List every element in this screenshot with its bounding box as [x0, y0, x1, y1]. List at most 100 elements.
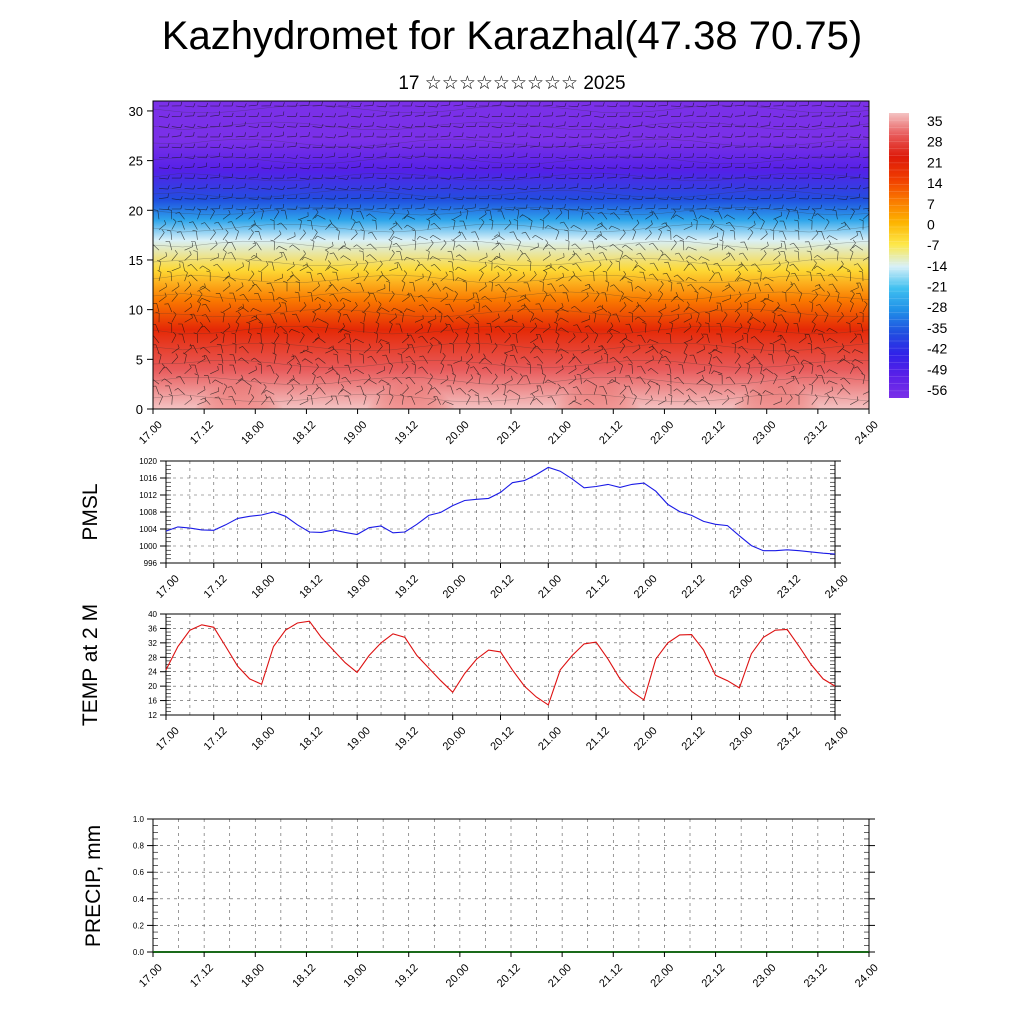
pmsl-ylabel: PMSL	[79, 483, 102, 540]
heat-ytick-label-1: 5	[136, 352, 143, 367]
contour-2	[153, 138, 869, 147]
precip-xtick-label-12: 23.00	[751, 962, 779, 990]
temp-ylabel: TEMP at 2 M	[79, 604, 102, 726]
heat-xtick-label-3: 18.12	[290, 419, 318, 447]
temp-xtick-label-2: 18.00	[249, 725, 277, 753]
temp-xtick-label-4: 19.00	[345, 725, 373, 753]
heat-xtick-label-1: 17.12	[188, 419, 216, 447]
colorbar-label-7: -14	[927, 258, 947, 274]
contour-7	[153, 224, 869, 233]
precip-ytick-label-4: 0.8	[133, 842, 145, 851]
heat-xtick-label-11: 22.12	[699, 419, 727, 447]
temp-ytick-label-3: 24	[148, 668, 157, 677]
precip-ytick-label-1: 0.2	[133, 921, 145, 930]
contour-12	[153, 308, 869, 318]
pmsl-xtick-label-12: 23.00	[727, 573, 755, 601]
contour-4	[153, 172, 869, 182]
precip-panel: 0.0 0.2 0.4 0.6 0.8 1.0 17.00 17.12 18.00 18.12 19…	[82, 815, 881, 990]
chart-title: Kazhydromet for Karazhal(47.38 70.75)	[161, 14, 863, 58]
temp-ytick-label-1: 16	[148, 697, 157, 706]
colorbar-label-9: -28	[927, 299, 947, 315]
pmsl-xtick-label-2: 18.00	[249, 573, 277, 601]
temp-xtick-label-0: 17.00	[154, 725, 182, 753]
colorbar-label-3: 14	[927, 175, 943, 191]
temp-xtick-label-12: 23.00	[727, 725, 755, 753]
contour-6	[153, 207, 869, 216]
heat-xtick-label-9: 21.12	[597, 419, 625, 447]
temp-xtick-label-5: 19.12	[393, 725, 421, 753]
contour-3	[153, 155, 869, 165]
colorbar-label-12: -49	[927, 361, 947, 377]
heat-xtick-label-10: 22.00	[648, 419, 676, 447]
contour-13	[153, 325, 869, 335]
temp-ytick-label-6: 36	[148, 624, 157, 633]
colorbar-label-11: -42	[927, 341, 947, 357]
pmsl-ytick-label-6: 1020	[139, 457, 157, 466]
pmsl-grid	[166, 461, 835, 563]
pmsl-xtick-label-1: 17.12	[202, 573, 230, 601]
pmsl-ytick-label-4: 1012	[139, 491, 157, 500]
precip-ytick-label-0: 0.0	[133, 948, 145, 957]
precip-xtick-label-14: 24.00	[853, 962, 881, 990]
heat-xtick-label-6: 20.00	[444, 419, 472, 447]
temp-xtick-label-6: 20.00	[441, 725, 469, 753]
contour-5	[153, 189, 869, 199]
precip-xtick-label-8: 21.00	[546, 962, 574, 990]
temp-grid	[166, 614, 835, 715]
temp-xtick-label-14: 24.00	[823, 725, 851, 753]
colorbar-label-0: 35	[927, 113, 943, 129]
contour-11	[153, 291, 869, 300]
precip-xtick-label-11: 22.12	[699, 962, 727, 990]
contour-9	[153, 257, 869, 267]
pmsl-panel: 996 1000 1004 1008 1012 1016 1020 17.00 17.12 18.…	[79, 457, 851, 601]
pmsl-xtick-label-4: 19.00	[345, 573, 373, 601]
pmsl-xtick-label-14: 24.00	[823, 573, 851, 601]
contour-10	[153, 274, 869, 283]
pmsl-xtick-label-13: 23.12	[775, 573, 803, 601]
pmsl-xtick-label-6: 20.00	[441, 573, 469, 601]
pmsl-series-line	[165, 466, 836, 555]
heat-xtick-label-7: 20.12	[495, 419, 523, 447]
precip-grid	[153, 819, 869, 952]
precip-ytick-label-5: 1.0	[133, 815, 145, 824]
temp-xtick-label-7: 20.12	[488, 725, 516, 753]
pmsl-xtick-label-0: 17.00	[154, 573, 182, 601]
heat-ytick-label-2: 10	[129, 303, 143, 318]
heat-ytick-label-4: 20	[129, 203, 143, 218]
wind-barb-paths	[153, 101, 869, 405]
temp-xtick-label-10: 22.00	[632, 725, 660, 753]
precip-xtick-label-2: 18.00	[239, 962, 267, 990]
contour-8	[153, 240, 869, 250]
temp-xtick-label-8: 21.00	[536, 725, 564, 753]
temp-ytick-label-7: 40	[148, 610, 157, 619]
temp-series-line	[165, 620, 836, 706]
heat-xtick-label-0: 17.00	[137, 419, 165, 447]
wind-barbs	[153, 101, 869, 405]
heat-ytick-label-6: 30	[129, 104, 143, 119]
pmsl-ytick-label-5: 1016	[139, 474, 157, 483]
colorbar-label-1: 28	[927, 134, 943, 150]
heatmap-field	[153, 101, 869, 409]
temp-ytick-label-0: 12	[148, 711, 157, 720]
precip-xtick-label-9: 21.12	[597, 962, 625, 990]
colorbar-fill	[889, 113, 909, 398]
colorbar-label-6: -7	[927, 237, 940, 253]
temp-ytick-label-5: 32	[148, 639, 157, 648]
colorbar: 35 28 21 14 7 0 -7 -14 -21 -28 -35 -42 -49 -56	[889, 113, 947, 398]
temp-panel: 12 16 20 24 28 32 36 40 17.00 17.12 18.00 18.12 19.0…	[79, 604, 851, 753]
contour-15	[153, 360, 869, 369]
precip-xtick-label-0: 17.00	[137, 962, 165, 990]
colorbar-label-5: 0	[927, 216, 935, 232]
precip-ylabel: PRECIP, mm	[82, 825, 105, 947]
temp-ytick-label-2: 20	[148, 682, 157, 691]
temp-xtick-label-3: 18.12	[297, 725, 325, 753]
heat-ytick-label-3: 15	[129, 253, 143, 268]
cross-section-panel: 0 5 10 15 20 25 30 17.00 17.12 18.00 18.12 19.00 19.…	[129, 100, 881, 447]
colorbar-label-4: 7	[927, 196, 935, 212]
pmsl-ytick-label-1: 1000	[139, 542, 157, 551]
pmsl-xtick-label-8: 21.00	[536, 573, 564, 601]
colorbar-label-8: -21	[927, 279, 947, 295]
precip-xtick-label-1: 17.12	[188, 962, 216, 990]
pmsl-ytick-label-2: 1004	[139, 525, 157, 534]
contour-0	[153, 104, 869, 114]
